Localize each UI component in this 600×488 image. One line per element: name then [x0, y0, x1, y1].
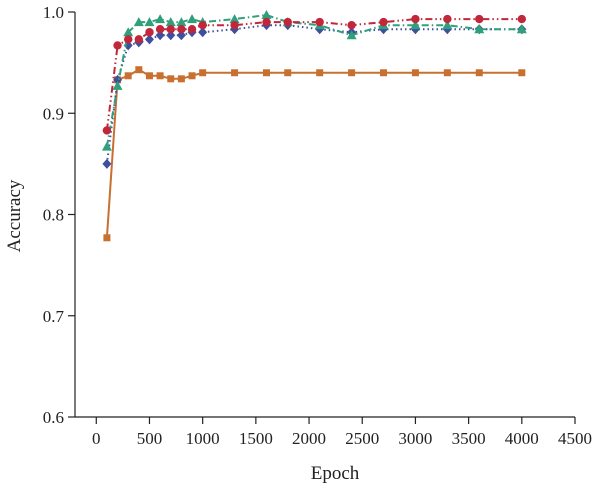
- series-3: [101, 10, 527, 151]
- ticks-layer: 0 500 1000 1500 2000 2500 3000 3500 4000 4500 0.6 0…: [43, 3, 592, 448]
- data-point: [411, 14, 420, 24]
- data-point: [518, 69, 526, 77]
- data-point: [145, 72, 153, 80]
- data-point: [187, 14, 198, 24]
- data-point: [443, 14, 452, 24]
- series-2: [102, 20, 527, 169]
- data-point: [103, 234, 111, 242]
- series-layer: [101, 10, 527, 242]
- x-tick-label: 3000: [398, 429, 432, 448]
- data-point: [229, 14, 240, 24]
- y-tick-label: 0.7: [43, 307, 65, 326]
- data-point: [316, 69, 324, 77]
- data-point: [167, 75, 175, 83]
- data-point: [101, 141, 112, 151]
- data-point: [124, 72, 132, 80]
- data-point: [516, 24, 527, 34]
- data-point: [517, 14, 527, 24]
- data-point: [474, 24, 485, 34]
- data-point: [442, 20, 453, 30]
- x-axis-title: Epoch: [311, 463, 360, 484]
- y-tick-label: 0.8: [43, 206, 64, 225]
- x-tick-label: 4500: [558, 429, 592, 448]
- x-tick-label: 2000: [292, 429, 326, 448]
- data-point: [347, 20, 356, 30]
- data-point: [187, 25, 197, 34]
- data-point: [410, 20, 421, 30]
- x-tick-label: 2500: [345, 429, 379, 448]
- series-line: [105, 24, 522, 165]
- data-point: [156, 72, 164, 80]
- y-tick-label: 0.9: [43, 104, 64, 123]
- data-point: [133, 17, 144, 27]
- data-point: [315, 17, 324, 27]
- data-point: [177, 25, 186, 34]
- data-point: [262, 69, 270, 77]
- data-point: [155, 25, 165, 34]
- data-point: [379, 17, 388, 27]
- data-point: [411, 69, 419, 77]
- x-tick-label: 4000: [505, 429, 539, 448]
- data-point: [198, 20, 207, 30]
- data-point: [198, 27, 208, 38]
- data-point: [177, 75, 185, 83]
- data-point: [199, 69, 207, 77]
- data-point: [283, 17, 292, 27]
- data-point: [113, 41, 122, 50]
- data-point: [346, 30, 357, 40]
- series-line: [105, 68, 522, 238]
- data-point: [188, 72, 196, 80]
- y-tick-label: 0.6: [43, 408, 64, 427]
- data-point: [231, 69, 239, 77]
- series-1: [103, 66, 526, 242]
- data-point: [113, 74, 123, 85]
- data-point: [230, 20, 239, 30]
- x-tick-label: 1000: [186, 429, 220, 448]
- x-tick-label: 3500: [452, 429, 486, 448]
- x-tick-label: 500: [137, 429, 163, 448]
- data-point: [284, 69, 292, 77]
- data-point: [262, 17, 271, 27]
- data-point: [144, 34, 154, 45]
- data-point: [144, 17, 155, 27]
- data-point: [475, 69, 483, 77]
- data-point: [261, 10, 272, 20]
- data-point: [443, 69, 451, 77]
- data-point: [348, 69, 356, 77]
- data-point: [475, 14, 484, 24]
- data-point: [102, 158, 112, 169]
- x-tick-label: 0: [92, 429, 101, 448]
- data-point: [166, 25, 175, 34]
- data-point: [380, 69, 388, 77]
- data-point: [166, 30, 176, 41]
- data-point: [145, 28, 154, 37]
- data-point: [134, 35, 144, 44]
- data-point: [102, 126, 112, 135]
- data-point: [176, 30, 186, 41]
- data-point: [155, 30, 165, 41]
- data-point: [176, 17, 187, 27]
- data-point: [155, 14, 166, 24]
- data-point: [112, 80, 123, 90]
- y-axis-title: Accuracy: [4, 179, 25, 252]
- y-tick-label: 1.0: [43, 3, 64, 22]
- data-point: [123, 27, 134, 37]
- data-point: [123, 35, 133, 44]
- series-4: [102, 14, 527, 135]
- data-point: [165, 17, 176, 27]
- data-point: [135, 66, 143, 74]
- x-tick-label: 1500: [239, 429, 273, 448]
